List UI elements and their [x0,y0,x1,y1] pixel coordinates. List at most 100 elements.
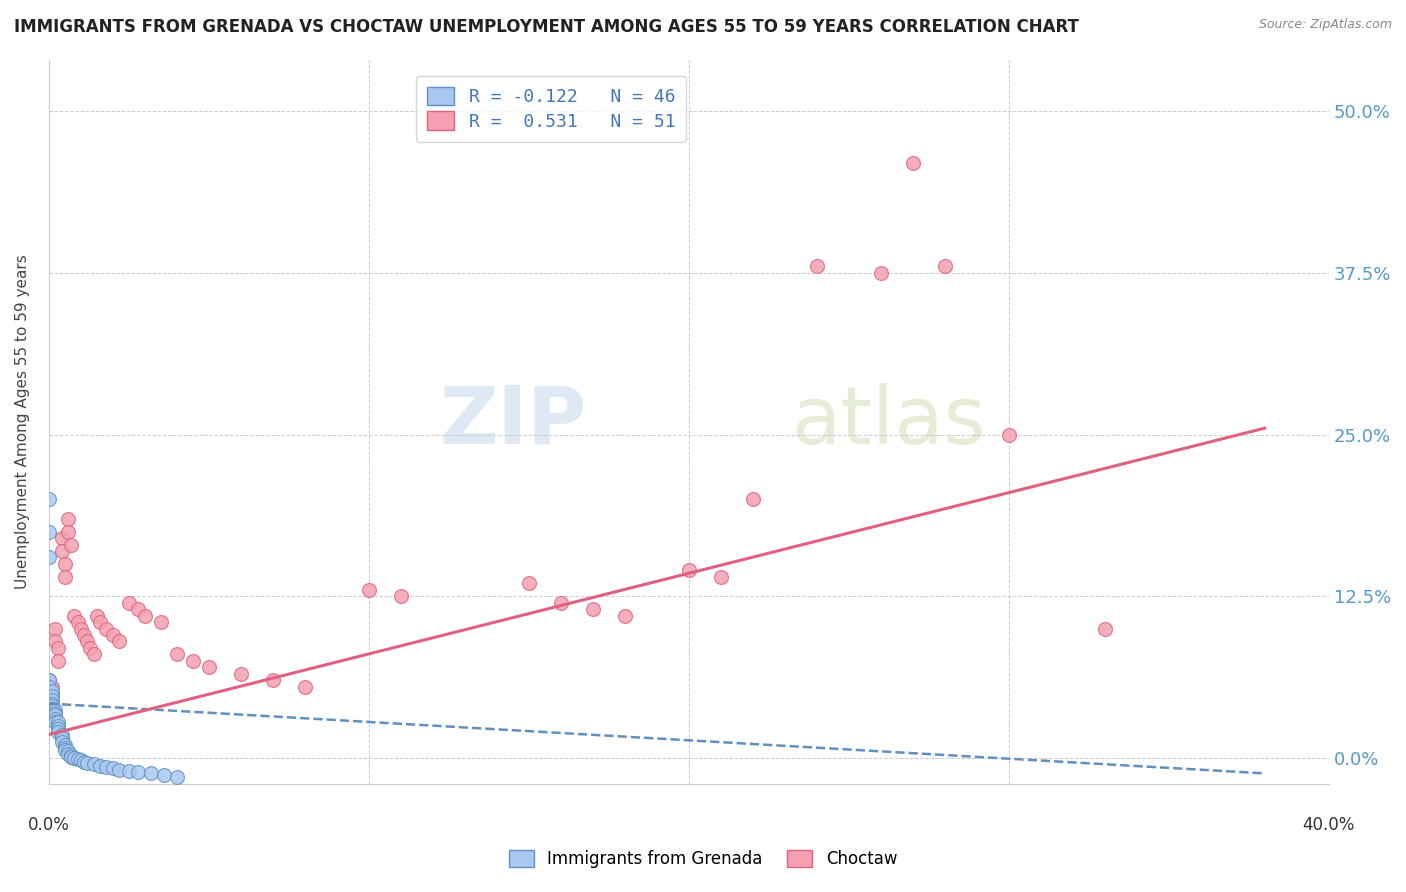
Point [38,673,60,688]
Point [53,738,76,752]
Point [262,673,284,688]
Point [63,751,86,765]
Point [83,648,105,662]
Point [710,570,733,584]
Point [51,544,73,558]
Point [51,728,73,742]
Point [96,622,118,636]
Legend: R = -0.122   N = 46, R =  0.531   N = 51: R = -0.122 N = 46, R = 0.531 N = 51 [416,76,686,142]
Legend: Immigrants from Grenada, Choctaw: Immigrants from Grenada, Choctaw [502,843,904,875]
Point [89,615,111,629]
Point [806,260,828,274]
Point [101,761,124,775]
Point [38,673,60,688]
Point [73,628,96,642]
Point [60,749,83,764]
Point [934,260,956,274]
Point [51,731,73,746]
Point [41,692,63,706]
Point [41,680,63,694]
Point [153,767,176,781]
Point [41,689,63,703]
Point [44,622,66,636]
Point [41,702,63,716]
Point [44,708,66,723]
Point [79,640,101,655]
Point [118,764,141,778]
Point [76,756,98,770]
Point [69,622,91,636]
Point [56,511,79,525]
Point [53,570,76,584]
Point [63,608,86,623]
Point [229,666,252,681]
Point [89,758,111,772]
Text: IMMIGRANTS FROM GRENADA VS CHOCTAW UNEMPLOYMENT AMONG AGES 55 TO 59 YEARS CORREL: IMMIGRANTS FROM GRENADA VS CHOCTAW UNEMP… [14,18,1078,36]
Point [613,608,636,623]
Point [741,492,763,507]
Point [869,266,891,280]
Point [38,550,60,565]
Point [108,634,131,648]
Point [73,755,96,769]
Point [44,634,66,648]
Point [76,634,98,648]
Point [118,596,141,610]
Y-axis label: Unemployment Among Ages 55 to 59 years: Unemployment Among Ages 55 to 59 years [15,254,30,589]
Point [127,602,149,616]
Text: ZIP: ZIP [439,383,586,460]
Point [44,703,66,717]
Point [56,744,79,758]
Point [41,686,63,700]
Text: atlas: atlas [792,383,986,460]
Point [48,725,70,739]
Point [166,648,188,662]
Point [357,582,380,597]
Point [108,763,131,777]
Point [134,608,156,623]
Text: Source: ZipAtlas.com: Source: ZipAtlas.com [1258,18,1392,31]
Point [63,751,86,765]
Text: 0.0%: 0.0% [28,816,70,834]
Point [997,427,1019,442]
Point [48,718,70,732]
Point [96,760,118,774]
Point [56,747,79,761]
Point [41,697,63,711]
Point [44,714,66,729]
Point [41,683,63,698]
Point [1094,622,1116,636]
Point [48,654,70,668]
Point [550,596,572,610]
Point [141,766,163,780]
Point [51,531,73,545]
Point [166,770,188,784]
Point [38,680,60,694]
Point [53,740,76,755]
Point [51,735,73,749]
Point [44,712,66,726]
Point [48,640,70,655]
Point [48,723,70,737]
Point [582,602,605,616]
Point [101,628,124,642]
Text: 40.0%: 40.0% [1302,816,1355,834]
Point [48,714,70,729]
Point [53,557,76,571]
Point [60,748,83,763]
Point [66,615,89,629]
Point [56,524,79,539]
Point [41,699,63,714]
Point [901,156,924,170]
Point [38,524,60,539]
Point [38,492,60,507]
Point [86,608,108,623]
Point [149,615,172,629]
Point [181,654,204,668]
Point [389,589,412,603]
Point [517,576,540,591]
Point [69,754,91,768]
Point [294,680,316,694]
Point [66,752,89,766]
Point [83,757,105,772]
